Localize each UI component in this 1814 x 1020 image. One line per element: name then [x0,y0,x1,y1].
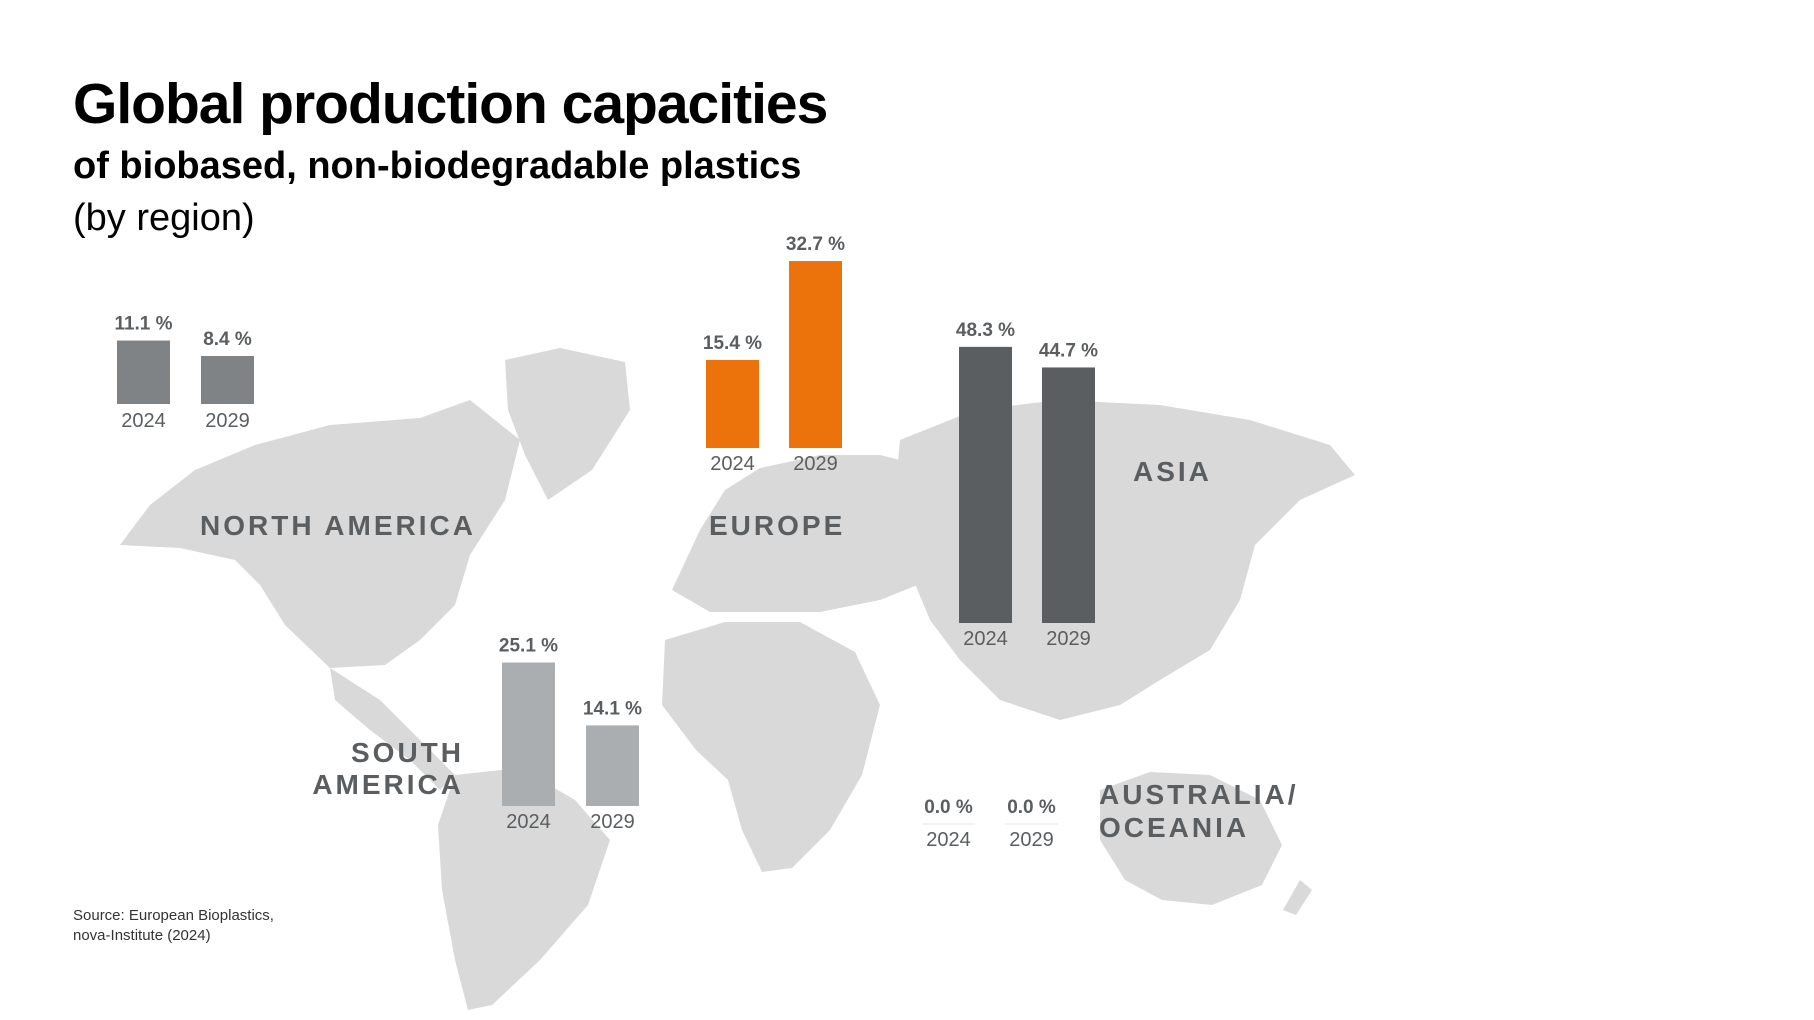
region-group-asia: 48.3 % 2024 44.7 % 2029 ASIA [956,320,1212,650]
region-label: SOUTH [351,737,464,768]
value-label: 0.0 % [924,797,973,818]
value-label: 32.7 % [786,234,845,255]
region-group-australia-oceania: 0.0 % 2024 0.0 % 2029 AUSTRALIA/OCEANIA [922,779,1299,851]
value-label: 25.1 % [499,636,558,657]
region-label: AUSTRALIA/ [1099,779,1299,810]
bar-2029 [586,725,639,806]
chart-note: (by region) [73,197,255,239]
chart-title: Global production capacities [73,72,828,136]
chart-marks: 11.1 % 2024 8.4 % 2029 NORTH AMERICA 15.4 % 20… [114,234,1299,851]
source-line: Source: European Bioplastics, [73,907,274,924]
region-label: AMERICA [312,769,464,800]
year-label: 2029 [1009,829,1054,851]
region-group-north-america: 11.1 % 2024 8.4 % 2029 NORTH AMERICA [114,314,476,541]
north-america-land [120,400,520,668]
chart-subtitle: of biobased, non-biodegradable plastics [73,145,802,187]
value-label: 8.4 % [203,329,252,350]
bar-2024 [959,346,1012,623]
value-label: 0.0 % [1007,797,1056,818]
value-label: 14.1 % [583,698,642,719]
year-label: 2029 [590,811,635,833]
bar-2024 [502,662,555,806]
year-label: 2024 [710,453,755,475]
bar-2029 [201,355,254,404]
year-label: 2024 [121,410,166,432]
region-group-europe: 15.4 % 2024 32.7 % 2029 EUROPE [703,234,845,541]
year-label: 2029 [205,410,250,432]
year-label: 2029 [793,453,838,475]
source-note: Source: European Bioplastics, nova-Insti… [73,906,274,946]
australia-land [1100,772,1282,905]
bar-2029 [789,261,842,448]
bar-2024 [117,340,170,404]
europe-land [672,455,950,612]
year-label: 2024 [926,829,971,851]
year-label: 2024 [963,628,1008,650]
new-zealand-land [1283,880,1312,915]
greenland-land [505,348,630,500]
region-label: NORTH AMERICA [200,510,476,541]
value-label: 44.7 % [1039,340,1098,361]
year-label: 2029 [1046,628,1091,650]
africa-land [662,622,880,872]
value-label: 15.4 % [703,333,762,354]
central-america-land [330,668,455,790]
region-label: ASIA [1133,456,1212,487]
bar-2024 [706,359,759,448]
value-label: 11.1 % [114,314,172,335]
south-america-land [438,768,610,1010]
bar-2029 [1042,367,1095,623]
value-label: 48.3 % [956,320,1015,341]
year-label: 2024 [506,811,551,833]
region-label: EUROPE [709,510,845,541]
region-label: OCEANIA [1099,812,1249,843]
source-line: nova-Institute (2024) [73,927,211,944]
